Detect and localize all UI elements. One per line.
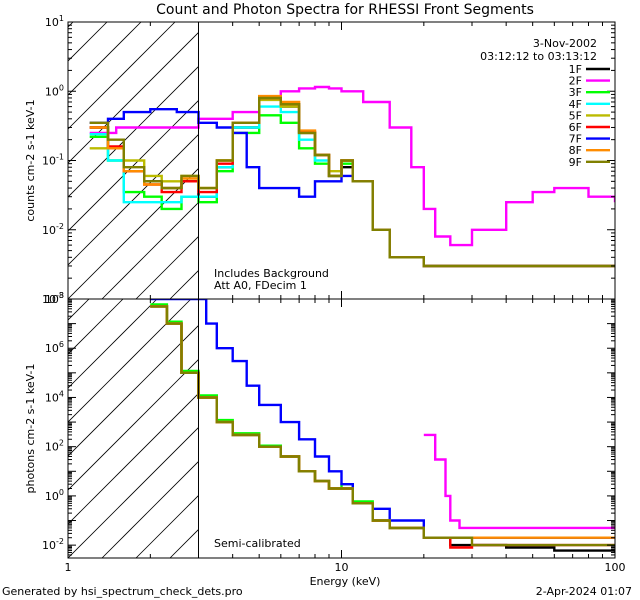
hatch-line — [68, 65, 199, 198]
legend-label-1F: 1F — [569, 63, 582, 76]
hatch-line — [101, 460, 199, 558]
hatch-line — [68, 299, 124, 355]
series-line-2F — [423, 433, 615, 530]
series-line-3F — [89, 114, 615, 268]
series-line-9F — [89, 96, 615, 268]
y-tick-label: 101 — [45, 14, 64, 29]
y-tick-label: 104 — [45, 389, 64, 404]
hatch-line — [68, 299, 90, 321]
y-tick-label: 102 — [45, 439, 64, 454]
axes: 1 10 100 10-3 10-2 10-1 100 101 10-2 100 102 104 106… — [42, 14, 625, 574]
hatch-line — [238, 22, 515, 299]
y-axis-label-counts: counts cm-2 s-1 keV-1 — [24, 99, 37, 221]
note-background: Includes Background — [214, 267, 329, 280]
legend-label-3F: 3F — [569, 86, 582, 99]
hatch-line — [442, 299, 640, 558]
hatch-line — [68, 299, 158, 389]
series-line-1F — [150, 305, 615, 553]
series-line-7F — [150, 299, 615, 539]
y-tick-label: 10-1 — [42, 153, 64, 168]
hatch-line — [68, 358, 199, 491]
legend-label-4F: 4F — [569, 98, 582, 111]
x-tick-label: 100 — [605, 561, 626, 574]
hatch-line — [68, 299, 192, 423]
note-semi-calibrated: Semi-calibrated — [214, 537, 301, 550]
y-tick-label: 10-3 — [42, 291, 64, 306]
y-tick-label: 10-2 — [42, 222, 64, 237]
hatch-line — [612, 299, 640, 558]
hatch-line — [272, 299, 531, 558]
hatch-line — [204, 299, 463, 558]
x-tick-label: 10 — [335, 561, 349, 574]
legend-label-2F: 2F — [569, 75, 582, 88]
x-tick-label: 1 — [65, 561, 72, 574]
hatch-line — [101, 201, 199, 299]
hatch-line — [0, 299, 21, 558]
chart-title: Count and Photon Spectra for RHESSI Fron… — [156, 2, 534, 18]
hatch-line — [408, 22, 640, 299]
legend-label-5F: 5F — [569, 109, 582, 122]
plot-frame — [67, 298, 616, 559]
time-range-label: 03:12:12 to 03:13:12 — [480, 50, 597, 63]
hatch-line — [408, 299, 640, 558]
y-tick-label: 100 — [45, 488, 64, 503]
y-tick-label: 100 — [45, 83, 64, 98]
y-tick-label: 108 — [45, 291, 64, 306]
legend-label-7F: 7F — [569, 133, 582, 146]
hatch-line — [544, 22, 640, 299]
y-axis-label-photons: photons cm-2 s-1 keV-1 — [24, 364, 37, 494]
legend-label-9F: 9F — [569, 156, 582, 169]
hatch-line — [68, 426, 199, 558]
legend-label-6F: 6F — [569, 121, 582, 134]
legend-label-8F: 8F — [569, 144, 582, 157]
hatch-line — [135, 235, 199, 299]
footer-generated: Generated by hsi_spectrum_check_dets.pro — [2, 585, 243, 598]
hatch-line — [238, 299, 497, 558]
hatch-line — [306, 299, 565, 558]
note-attenuator: Att A0, FDecim 1 — [214, 279, 307, 292]
hatch-line — [68, 22, 142, 96]
hatch-line — [340, 299, 599, 558]
y-tick-label: 10-2 — [42, 537, 64, 552]
hatch-line — [612, 22, 640, 299]
hatch-line — [510, 299, 640, 558]
series-line-2F — [89, 85, 615, 247]
photons-series-group — [150, 299, 615, 553]
hatch-line — [578, 299, 640, 558]
footer-timestamp: 2-Apr-2024 01:07 — [536, 585, 632, 598]
hatch-line — [68, 392, 199, 525]
hatch-line — [68, 167, 199, 299]
hatch-line — [544, 299, 640, 558]
hatch-line — [135, 494, 199, 558]
hatch-line — [68, 133, 199, 266]
hatch-line — [68, 22, 176, 130]
date-label: 3-Nov-2002 — [533, 37, 597, 50]
y-tick-label: 106 — [45, 340, 64, 355]
counts-series-group — [89, 85, 615, 268]
hatch-line — [374, 299, 633, 558]
series-line-6F — [150, 305, 615, 549]
hatch-region-bottom — [0, 299, 640, 558]
series-line-5F — [89, 98, 615, 268]
hatch-line — [0, 22, 5, 299]
x-axis-label: Energy (keV) — [310, 575, 381, 588]
